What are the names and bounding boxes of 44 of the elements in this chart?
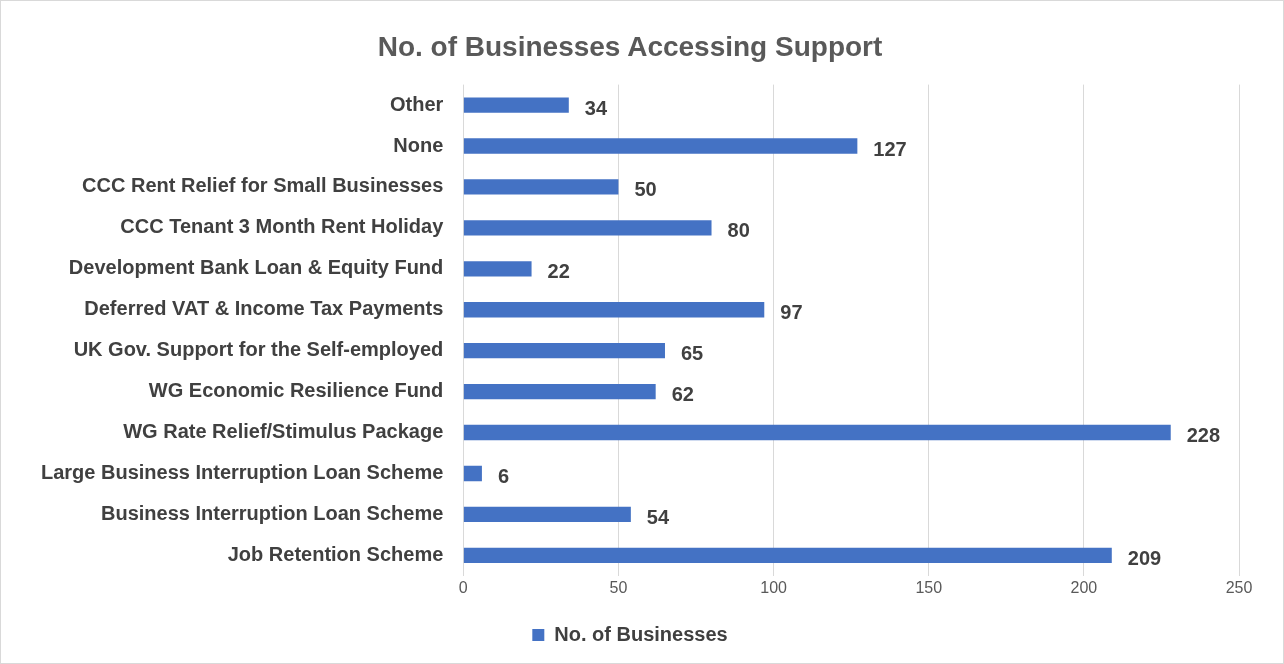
- x-tick-label: 250: [1225, 578, 1253, 596]
- y-tick-label: Business Interruption Loan Scheme: [101, 501, 444, 524]
- y-tick-label: Large Business Interruption Loan Scheme: [40, 460, 444, 483]
- y-tick-label: Job Retention Scheme: [227, 542, 444, 565]
- y-tick-label: WG Rate Relief/Stimulus Package: [123, 420, 444, 443]
- data-label: 54: [646, 505, 670, 528]
- bar: [463, 465, 482, 482]
- x-tick-label: 100: [760, 578, 788, 596]
- data-label: 50: [634, 178, 657, 201]
- data-label: 65: [680, 342, 704, 365]
- data-label: 127: [873, 137, 907, 160]
- bar: [463, 424, 1171, 441]
- y-tick-label: Deferred VAT & Income Tax Payments: [84, 297, 444, 320]
- y-tick-label: Development Bank Loan & Equity Fund: [68, 256, 444, 279]
- x-tick-label: 0: [458, 578, 468, 596]
- bar: [463, 342, 665, 359]
- bar: [463, 302, 765, 318]
- data-label: 97: [780, 301, 803, 324]
- bar: [463, 97, 569, 113]
- y-tick-label: CCC Rent Relief for Small Businesses: [82, 174, 444, 197]
- legend-label: No. of Businesses: [554, 622, 728, 645]
- y-tick-label: CCC Tenant 3 Month Rent Holiday: [120, 215, 445, 238]
- bar: [463, 138, 858, 154]
- bar: [463, 547, 1112, 564]
- y-tick-label: Other: [389, 92, 444, 115]
- bar: [463, 383, 656, 400]
- data-label: 80: [727, 219, 750, 242]
- bar: [463, 506, 631, 523]
- bar: [463, 220, 712, 236]
- x-tick-label: 200: [1070, 578, 1098, 596]
- data-label: 34: [584, 96, 608, 119]
- data-label: 62: [671, 383, 694, 406]
- y-tick-label: UK Gov. Support for the Self-employed: [73, 338, 444, 361]
- data-label: 6: [497, 464, 510, 487]
- y-tick-label: WG Economic Resilience Fund: [148, 379, 444, 402]
- y-tick-label: None: [393, 133, 444, 156]
- data-label: 22: [547, 260, 570, 283]
- bar: [463, 261, 532, 277]
- x-tick-label: 150: [915, 578, 943, 596]
- bar: [463, 179, 619, 195]
- data-label: 228: [1186, 424, 1221, 447]
- data-label: 209: [1127, 546, 1162, 569]
- chart-title: No. of Businesses Accessing Support: [377, 30, 883, 62]
- x-tick-label: 50: [609, 578, 628, 596]
